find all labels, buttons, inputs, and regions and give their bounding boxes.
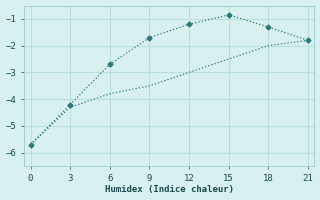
X-axis label: Humidex (Indice chaleur): Humidex (Indice chaleur) xyxy=(105,185,234,194)
